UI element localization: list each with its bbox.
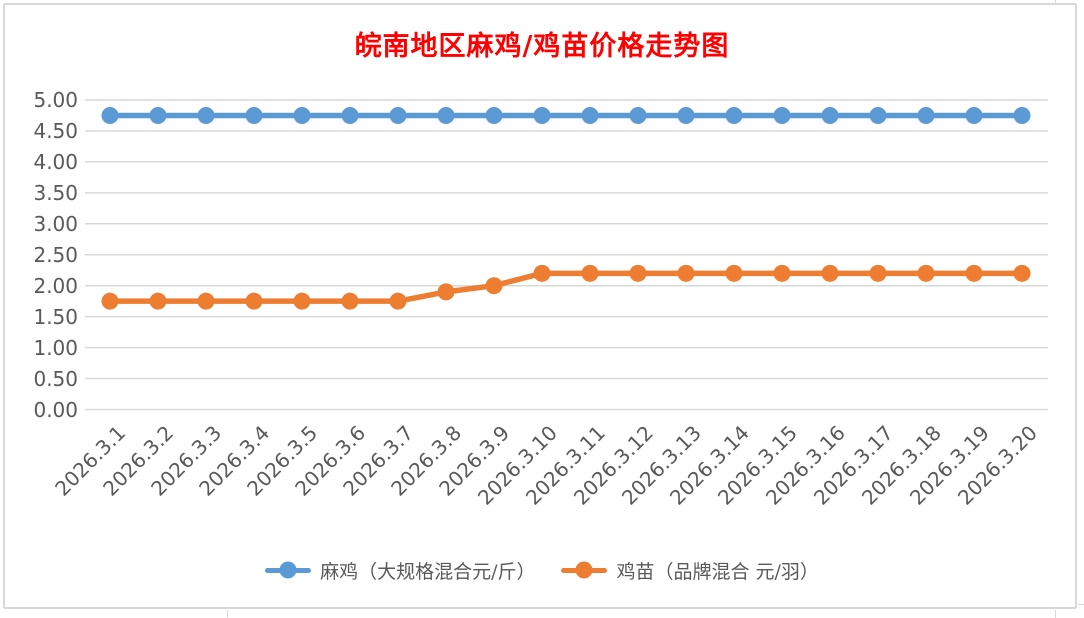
data-point-series-1 bbox=[629, 264, 647, 282]
data-point-series-0 bbox=[677, 106, 695, 124]
data-point-series-0 bbox=[581, 106, 599, 124]
legend-marker-line bbox=[265, 561, 312, 579]
data-point-series-1 bbox=[149, 292, 167, 310]
data-point-series-1 bbox=[485, 277, 503, 295]
chart-object[interactable] bbox=[3, 3, 1077, 609]
y-tick-label: 2.50 bbox=[33, 242, 78, 267]
sheet-cell-gridline bbox=[1055, 0, 1056, 3]
legend-label-series-1: 鸡苗（品牌混合 元/羽） bbox=[616, 560, 819, 583]
y-tick-label: 1.50 bbox=[33, 304, 78, 329]
data-point-series-1 bbox=[821, 264, 839, 282]
data-point-series-0 bbox=[773, 106, 791, 124]
data-point-series-1 bbox=[773, 264, 791, 282]
data-point-series-0 bbox=[197, 106, 215, 124]
legend-item-series-0[interactable]: 麻鸡（大规格混合元/斤） bbox=[265, 557, 535, 584]
legend: 麻鸡（大规格混合元/斤） 鸡苗（品牌混合 元/羽） bbox=[0, 550, 1084, 590]
data-point-series-1 bbox=[1013, 264, 1031, 282]
data-point-series-0 bbox=[869, 106, 887, 124]
data-point-series-0 bbox=[149, 106, 167, 124]
data-point-series-0 bbox=[965, 106, 983, 124]
legend-marker-line bbox=[561, 561, 608, 579]
data-point-series-0 bbox=[101, 106, 119, 124]
data-point-series-1 bbox=[581, 264, 599, 282]
data-point-series-0 bbox=[245, 106, 263, 124]
data-point-series-1 bbox=[197, 292, 215, 310]
data-point-series-0 bbox=[293, 106, 311, 124]
data-point-series-1 bbox=[245, 292, 263, 310]
chart-title[interactable]: 皖南地区麻鸡/鸡苗价格走势图 bbox=[354, 31, 730, 62]
y-tick-label: 1.00 bbox=[33, 335, 78, 360]
y-tick-label: 3.00 bbox=[33, 211, 78, 236]
legend-item-series-1[interactable]: 鸡苗（品牌混合 元/羽） bbox=[561, 557, 819, 584]
data-point-series-1 bbox=[293, 292, 311, 310]
y-tick-label: 0.00 bbox=[33, 397, 78, 422]
data-point-series-1 bbox=[101, 292, 119, 310]
sheet-cell-gridline bbox=[227, 610, 228, 618]
sheet-cell-gridline bbox=[1055, 610, 1056, 618]
data-point-series-0 bbox=[341, 106, 359, 124]
data-point-series-1 bbox=[389, 292, 407, 310]
y-tick-label: 4.50 bbox=[33, 118, 78, 143]
data-point-series-0 bbox=[485, 106, 503, 124]
data-point-series-0 bbox=[389, 106, 407, 124]
sheet-cell-gridline bbox=[1078, 604, 1084, 605]
data-point-series-1 bbox=[917, 264, 935, 282]
data-point-series-0 bbox=[917, 106, 935, 124]
data-point-series-0 bbox=[533, 106, 551, 124]
legend-label-series-0: 麻鸡（大规格混合元/斤） bbox=[320, 560, 536, 583]
data-point-series-1 bbox=[965, 264, 983, 282]
data-point-series-1 bbox=[869, 264, 887, 282]
data-point-series-0 bbox=[437, 106, 455, 124]
data-point-series-1 bbox=[677, 264, 695, 282]
y-tick-label: 0.50 bbox=[33, 366, 78, 391]
y-tick-label: 5.00 bbox=[33, 88, 78, 112]
y-tick-label: 3.50 bbox=[33, 180, 78, 205]
legend-marker-dot bbox=[575, 561, 593, 579]
data-point-series-1 bbox=[725, 264, 743, 282]
data-point-series-1 bbox=[437, 283, 455, 301]
data-point-series-0 bbox=[821, 106, 839, 124]
data-point-series-0 bbox=[629, 106, 647, 124]
data-point-series-0 bbox=[1013, 106, 1031, 124]
data-point-series-1 bbox=[533, 264, 551, 282]
data-point-series-1 bbox=[341, 292, 359, 310]
y-tick-label: 4.00 bbox=[33, 149, 78, 174]
y-tick-label: 2.00 bbox=[33, 273, 78, 298]
legend-marker-dot bbox=[279, 561, 297, 579]
data-point-series-0 bbox=[725, 106, 743, 124]
